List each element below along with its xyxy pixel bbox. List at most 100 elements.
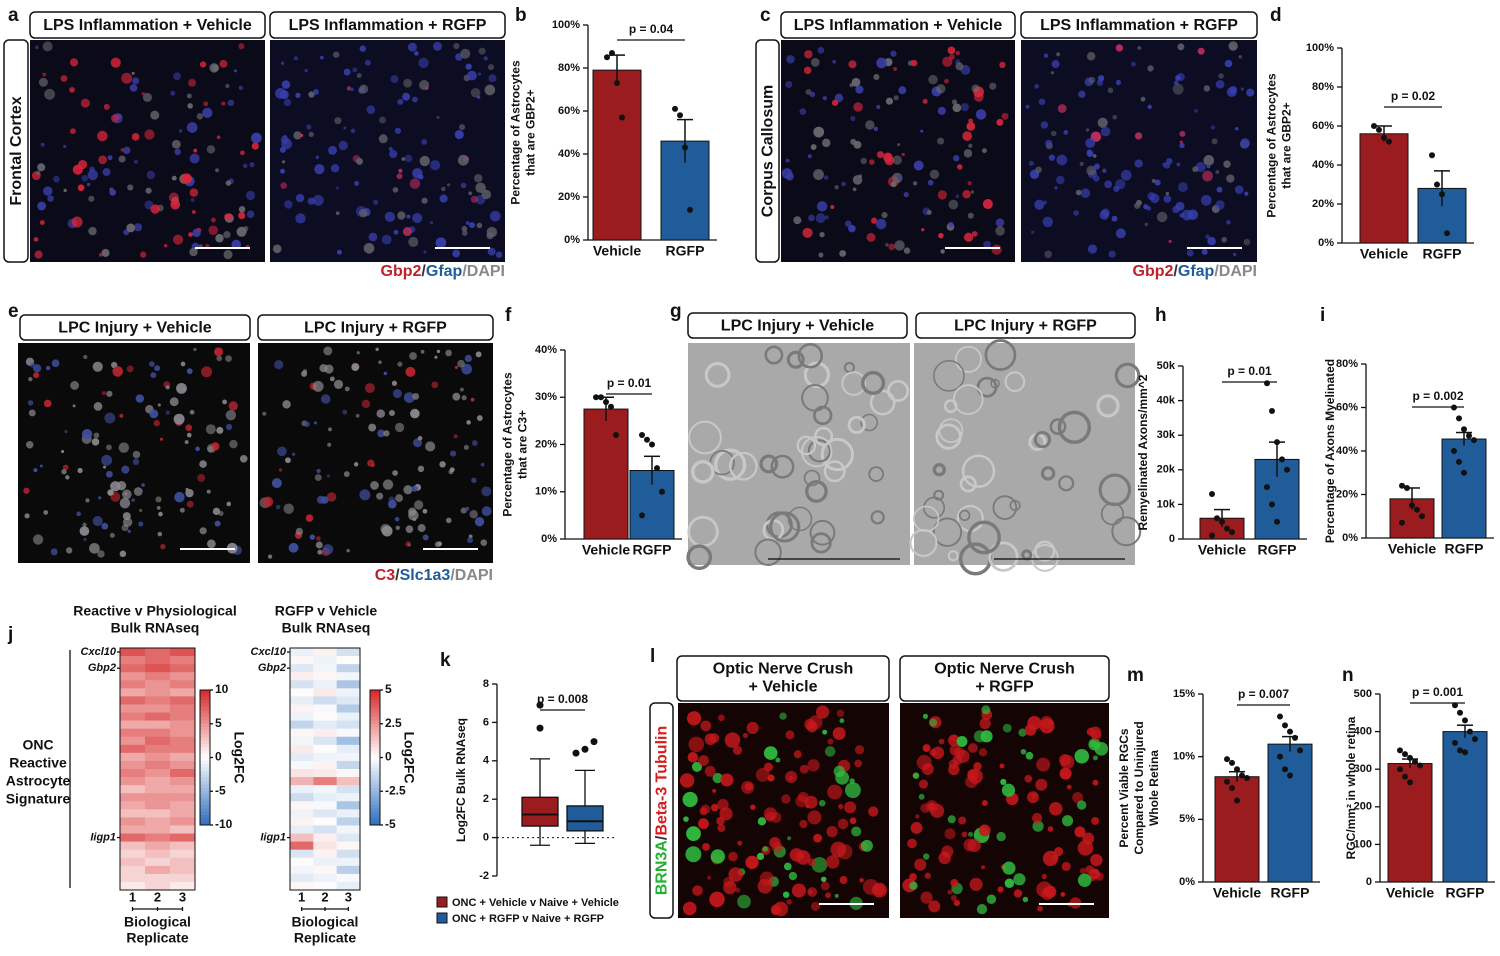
- micrograph-feature: [804, 718, 816, 730]
- micrograph-feature: [103, 103, 110, 110]
- micrograph-feature: [393, 229, 399, 235]
- heatmap-cell: [336, 825, 361, 834]
- micrograph-feature: [785, 80, 793, 89]
- y-tick-label: 0: [1169, 533, 1175, 545]
- heatmap-cell: [290, 785, 314, 794]
- micrograph-feature: [685, 846, 702, 863]
- colorbar-step: [370, 804, 380, 809]
- micrograph-feature: [871, 217, 878, 224]
- image-title: LPC Injury + RGFP: [954, 318, 1097, 335]
- micrograph-feature: [799, 108, 807, 115]
- colorbar-step: [200, 760, 210, 765]
- micrograph-feature: [109, 189, 117, 196]
- stain-label: Gbp2/Gfap/DAPI: [1133, 263, 1257, 280]
- heatmap-cell: [120, 881, 146, 891]
- y-axis-label: Percent Viable RGCs: [1117, 728, 1131, 847]
- heatmap-cell: [313, 720, 337, 729]
- data-point: [1467, 728, 1473, 735]
- heatmap-cell: [290, 704, 314, 713]
- micrograph-feature: [1000, 778, 1007, 786]
- x-tick-label: Vehicle: [1198, 542, 1246, 558]
- micrograph-feature: [1054, 846, 1064, 857]
- colorbar-step: [200, 784, 210, 789]
- micrograph-feature: [861, 370, 886, 395]
- bar: [1359, 133, 1409, 244]
- y-tick-label: 2: [483, 793, 489, 805]
- micrograph-feature: [188, 232, 193, 237]
- data-point: [1269, 501, 1275, 508]
- micrograph-feature: [223, 231, 231, 239]
- data-point: [603, 398, 609, 405]
- micrograph-feature: [185, 488, 194, 498]
- micrograph-feature: [1037, 905, 1043, 912]
- micrograph-feature: [160, 543, 166, 550]
- micrograph-feature: [913, 505, 940, 532]
- micrograph-feature: [686, 711, 702, 726]
- micrograph-feature: [64, 430, 68, 434]
- micrograph-feature: [285, 457, 291, 464]
- micrograph-feature: [457, 359, 465, 368]
- micrograph-feature: [969, 877, 983, 891]
- heatmap-cell: [120, 793, 146, 802]
- image-title: Optic Nerve Crush: [713, 661, 853, 678]
- micrograph-feature: [699, 807, 708, 816]
- micrograph-feature: [720, 773, 734, 787]
- micrograph-feature: [215, 168, 220, 173]
- stain-label-part: Slc1a3: [400, 567, 451, 584]
- panel-letter: n: [1342, 665, 1354, 686]
- micrograph-feature: [940, 249, 945, 254]
- micrograph-feature: [153, 419, 160, 427]
- heatmap-cell: [145, 785, 171, 794]
- colorbar-step: [370, 713, 380, 718]
- micrograph-feature: [923, 853, 930, 860]
- micrograph-feature: [216, 426, 224, 434]
- micrograph-feature: [93, 402, 103, 411]
- heatmap-cell: [313, 736, 337, 746]
- data-point: [659, 488, 665, 495]
- micrograph-feature: [804, 50, 813, 59]
- micrograph-feature: [460, 48, 471, 59]
- heatmap-cell: [290, 736, 314, 746]
- micrograph-feature: [283, 134, 287, 138]
- micrograph-feature: [460, 507, 467, 514]
- micrograph-feature: [979, 717, 991, 730]
- colorbar-step: [370, 706, 380, 711]
- data-point: [1456, 415, 1462, 422]
- y-tick-label: 4: [483, 755, 490, 767]
- micrograph-feature: [397, 361, 403, 367]
- micrograph-feature: [698, 818, 709, 830]
- micrograph-feature: [121, 465, 130, 474]
- micrograph-feature: [368, 423, 377, 432]
- micrograph-feature: [1172, 83, 1184, 95]
- micrograph-feature: [787, 836, 792, 841]
- p-value: p = 0.01: [1227, 364, 1272, 378]
- micrograph-feature: [1004, 371, 1026, 393]
- micrograph-feature: [43, 399, 52, 408]
- micrograph-feature: [967, 212, 974, 219]
- micrograph-feature: [389, 149, 398, 159]
- stain-label: Gbp2/Gfap/DAPI: [381, 263, 505, 280]
- heatmap-cell: [290, 696, 314, 705]
- micrograph-feature: [132, 450, 141, 459]
- micrograph-feature: [816, 201, 828, 212]
- micrograph-feature: [916, 754, 932, 770]
- title-box: [687, 312, 908, 339]
- heatmap-cell: [336, 736, 361, 746]
- x-tick-label: RGFP: [633, 542, 672, 558]
- micrograph-feature: [262, 411, 267, 416]
- y-axis-label: that are GBP2+: [524, 89, 538, 175]
- data-point: [649, 441, 655, 448]
- heatmap-cell: [336, 696, 361, 705]
- micrograph-feature: [238, 85, 243, 90]
- heatmap-cell: [336, 688, 361, 697]
- side-label: BRN3A/Beta-3 Tubulin: [654, 726, 671, 896]
- micrograph-feature: [808, 889, 813, 894]
- micrograph-feature: [812, 405, 833, 426]
- micrograph-feature: [876, 104, 881, 110]
- micrograph-feature: [364, 59, 371, 66]
- micrograph-feature: [756, 852, 765, 861]
- micrograph-feature: [1206, 164, 1211, 169]
- micrograph-feature: [854, 759, 863, 768]
- micrograph-feature: [411, 485, 418, 492]
- y-tick-label: 10k: [1157, 498, 1176, 510]
